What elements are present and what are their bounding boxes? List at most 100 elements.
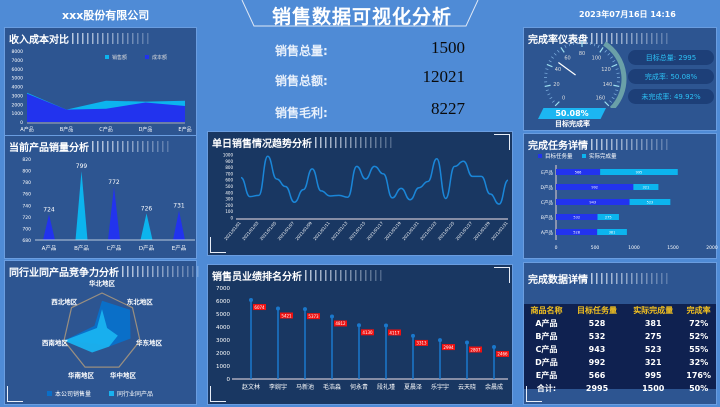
- gauge-tick: [593, 43, 596, 47]
- y-tick-label: 0: [227, 377, 231, 383]
- y-tick-label: 100: [225, 209, 233, 214]
- lollipop-dot: [276, 306, 280, 311]
- y-tick-label: 1000: [223, 153, 234, 158]
- y-tick-label: 800: [225, 165, 233, 170]
- panel-title: 完成率仪表盘: [528, 35, 588, 46]
- table-cell: 55%: [689, 345, 709, 354]
- kpi-gross-profit-label: 销售毛利:: [275, 106, 328, 120]
- bar-segment: [597, 214, 619, 220]
- y-tick-label: 900: [225, 159, 233, 164]
- product-sales-chart: 680 700 720 740 760 780 800 820 724 A产品 799 B产品 772 C…: [22, 157, 195, 252]
- data-label-bg: [307, 313, 320, 320]
- x-tick-label: 马新池: [296, 383, 314, 391]
- y-tick-label: A产品: [541, 229, 554, 236]
- data-label: 2807: [470, 347, 481, 352]
- legend-label: 成本额: [152, 54, 167, 61]
- table-cell: 32%: [689, 358, 709, 367]
- ranking-panel: 销售员业绩排名分析 0 1000 2000 3000 4000 5000 6000 7000 6…: [207, 264, 513, 405]
- x-tick-label: 2021/01/05: [259, 220, 278, 241]
- y-tick-label: 700: [225, 171, 233, 176]
- table-cell: 528: [588, 319, 606, 328]
- y-tick-label: 5000: [12, 76, 24, 82]
- table-cell: 2995: [585, 384, 609, 393]
- legend-label: 实际完成量: [589, 152, 617, 160]
- gauge-tick: [564, 44, 567, 48]
- y-tick-label: 760: [22, 192, 31, 198]
- y-tick-label: 720: [22, 215, 31, 221]
- kpi-total-qty-value: 1500: [431, 38, 465, 57]
- gauge-tick: [609, 100, 613, 103]
- data-label: 995: [636, 171, 643, 175]
- legend-swatch: [582, 154, 586, 158]
- data-label: 5421: [281, 313, 292, 318]
- x-tick-label: 何永青: [350, 383, 368, 391]
- x-tick-label: 赵文林: [242, 383, 260, 391]
- bar-segment: [556, 229, 598, 235]
- x-tick-label: D产品: [139, 126, 153, 133]
- bar-segment: [629, 199, 671, 205]
- x-tick-label: A产品: [20, 126, 33, 133]
- decor-bars: [305, 270, 385, 281]
- gauge-tick: [547, 93, 551, 96]
- y-tick-label: 8000: [12, 49, 24, 55]
- x-tick-label: 2021/01/07: [277, 220, 296, 241]
- radar-axis-label: 西南地区: [42, 338, 69, 347]
- gauge-tick: [568, 43, 571, 47]
- kpi-total-amount-label: 销售总额:: [275, 74, 328, 88]
- data-label: 6074: [254, 305, 265, 310]
- data-label: 532: [573, 216, 580, 220]
- radar-panel: 同行业同产品竞争力分析 华北地区 东北地区 华东地区 华中地区 华南地区 西南地区 西北地区…: [4, 260, 202, 405]
- x-tick-label: 段礼瑾: [377, 383, 395, 391]
- y-tick-label: 4000: [12, 85, 24, 91]
- y-tick-label: 1000: [12, 111, 24, 117]
- x-tick-label: 2021/01/21: [401, 220, 420, 241]
- bar-peak: [173, 210, 185, 240]
- data-label-bg: [415, 339, 428, 346]
- decor-bars: [92, 141, 172, 152]
- lollipop-dot: [249, 298, 253, 303]
- y-tick-label: 4000: [216, 325, 230, 331]
- gauge-tick: [545, 68, 549, 70]
- gauge-tick: [572, 41, 575, 46]
- gauge-tick: [545, 89, 549, 92]
- x-tick-label: 2021/01/09: [294, 220, 313, 241]
- area-series-2: [27, 93, 185, 122]
- kpi-gross-profit-value: 8227: [431, 99, 465, 118]
- y-tick-label: 2000: [12, 102, 24, 108]
- x-tick-label: 余晨成: [485, 383, 503, 391]
- gauge-arc: [603, 41, 627, 108]
- task-panel: 完成任务详情 目标任务量 实际完成量 E产品 566 995 D产品 992 321 C产品 94…: [523, 133, 718, 259]
- y-tick-label: 0: [230, 216, 233, 221]
- x-tick-label: 0: [555, 245, 558, 251]
- legend-label: 本公司销售量: [55, 390, 91, 398]
- legend-label: 目标任务量: [545, 152, 573, 160]
- table-row: E产品 566 995 176%: [524, 369, 716, 382]
- table-cell: 381: [644, 319, 662, 328]
- radar-axis-label: 华北地区: [89, 279, 116, 288]
- table-cell: 943: [588, 345, 606, 354]
- bar-peak: [108, 186, 120, 240]
- data-label: 772: [108, 179, 120, 186]
- legend-swatch: [109, 391, 114, 396]
- radar-axis-label: 华中地区: [110, 371, 137, 380]
- detail-table: 商品名称 目标任务量 实际完成量 完成率 A产品 528 381 72% B产品 532 2…: [524, 304, 716, 393]
- panel-title: 销售员业绩排名分析: [212, 272, 302, 283]
- gauge-tick: [604, 49, 607, 53]
- data-label-bg: [469, 346, 482, 353]
- data-label: 381: [609, 231, 616, 235]
- table-row: A产品 528 381 72%: [524, 317, 716, 330]
- data-label-bg: [253, 304, 266, 311]
- gauge-tick: [615, 68, 619, 70]
- bar-segment: [633, 184, 659, 190]
- y-tick-label: 600: [225, 178, 233, 183]
- gauge-tick-label: 80: [579, 51, 585, 57]
- panel-title: 完成数据详情: [528, 275, 588, 286]
- data-label-bg: [496, 350, 509, 357]
- gauge-tick: [597, 44, 600, 48]
- table-cell: 992: [588, 358, 606, 367]
- y-tick-label: 1000: [216, 364, 230, 370]
- y-tick-label: 7000: [216, 286, 230, 292]
- x-tick-label: E产品: [178, 126, 191, 133]
